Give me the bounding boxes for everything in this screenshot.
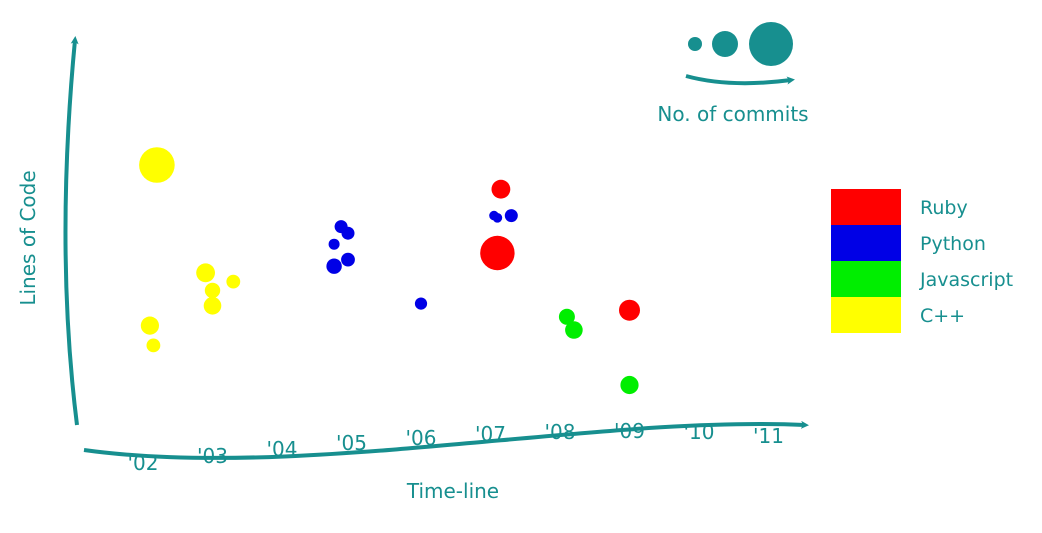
bubble-c- <box>204 282 221 299</box>
bubble-javascript <box>565 321 583 339</box>
bubble-c- <box>196 263 216 283</box>
size-legend-bubble <box>749 22 793 66</box>
x-axis-arrow <box>83 420 809 460</box>
y-axis-title: Lines of Code <box>16 170 40 305</box>
legend-swatch-python <box>831 225 901 261</box>
bubble-python <box>328 238 340 250</box>
bubble-python <box>326 258 342 274</box>
bubble-c- <box>140 316 159 335</box>
legend-swatch-javascript <box>831 261 901 297</box>
x-tick-label: '06 <box>406 426 437 450</box>
bubble-c- <box>203 297 222 315</box>
size-legend-arrow <box>685 74 795 86</box>
bubble-python <box>341 252 355 267</box>
legend-swatch-ruby <box>831 189 901 225</box>
x-tick-label: '11 <box>753 424 784 448</box>
bubble-python <box>492 213 503 223</box>
color-legend: Ruby Python Javascript C++ <box>831 189 1013 333</box>
size-legend-title: No. of commits <box>657 102 808 126</box>
size-legend: No. of commits <box>657 22 809 126</box>
bubble-python <box>341 226 355 240</box>
bubble-ruby <box>619 299 640 321</box>
x-tick-label: '08 <box>545 420 576 444</box>
bubble-c- <box>139 147 175 183</box>
bubble-python <box>504 209 518 223</box>
bubble-c- <box>146 338 161 353</box>
x-tick-label: '07 <box>475 422 506 446</box>
x-tick-label: '03 <box>197 444 228 468</box>
bubble-c- <box>226 274 241 289</box>
legend-label: Ruby <box>920 197 968 219</box>
bubble-javascript <box>558 308 575 325</box>
bubble-javascript <box>620 375 639 395</box>
bubble-ruby <box>480 235 515 271</box>
legend-label: Python <box>920 233 986 255</box>
size-legend-bubble <box>688 37 702 51</box>
x-tick-label: '09 <box>614 419 645 443</box>
bubble-ruby <box>491 179 511 199</box>
size-legend-bubble <box>712 31 738 57</box>
bubble-python <box>414 297 428 310</box>
x-tick-label: '05 <box>336 431 367 455</box>
axes: Lines of Code Time-line <box>16 36 809 503</box>
legend-swatch-c- <box>831 297 901 333</box>
x-tick-label: '02 <box>128 451 159 475</box>
x-tick-labels: '02 '03 '04 '05 '06 '07 '08 '09 '10 '11 <box>128 419 784 475</box>
x-tick-label: '04 <box>267 437 298 461</box>
legend-label: C++ <box>920 305 965 327</box>
legend-label: Javascript <box>919 269 1013 291</box>
x-tick-label: '10 <box>684 420 715 444</box>
y-axis-arrow <box>63 36 79 426</box>
data-points <box>139 147 640 395</box>
x-axis-title: Time-line <box>406 479 499 503</box>
